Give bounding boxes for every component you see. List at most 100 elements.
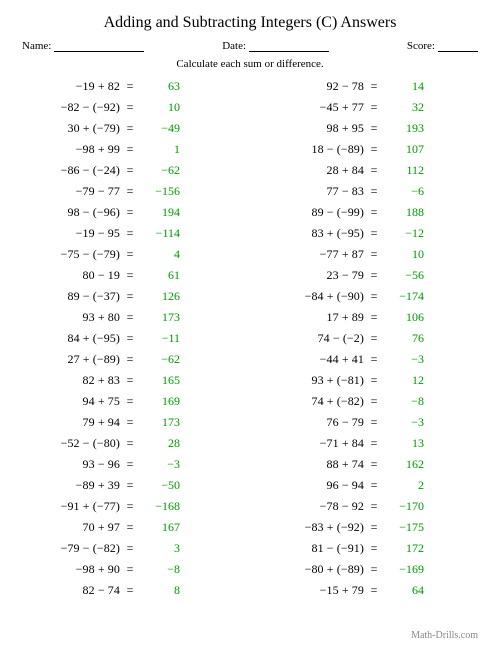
answer: 28 <box>140 436 180 451</box>
expression: −75 − (−79) <box>22 247 120 262</box>
problem-row: 18 − (−89)=107 <box>266 139 478 160</box>
answer: 167 <box>140 520 180 535</box>
equals-sign: = <box>364 226 384 241</box>
answer: 13 <box>384 436 424 451</box>
equals-sign: = <box>120 541 140 556</box>
page-title: Adding and Subtracting Integers (C) Answ… <box>22 14 478 32</box>
problem-row: 82 − 74=8 <box>22 580 234 601</box>
answer: 63 <box>140 79 180 94</box>
instruction: Calculate each sum or difference. <box>22 58 478 70</box>
equals-sign: = <box>364 520 384 535</box>
expression: −98 + 99 <box>22 142 120 157</box>
problem-row: 79 + 94=173 <box>22 412 234 433</box>
problem-row: 96 − 94=2 <box>266 475 478 496</box>
answer: 172 <box>384 541 424 556</box>
problem-row: 77 − 83=−6 <box>266 181 478 202</box>
expression: 79 + 94 <box>22 415 120 430</box>
problem-row: −45 + 77=32 <box>266 97 478 118</box>
expression: −83 + (−92) <box>266 520 364 535</box>
equals-sign: = <box>120 415 140 430</box>
problem-row: −84 + (−90)=−174 <box>266 286 478 307</box>
answer: 169 <box>140 394 180 409</box>
problem-row: −15 + 79=64 <box>266 580 478 601</box>
left-column: −19 + 82=63−82 − (−92)=1030 + (−79)=−49−… <box>22 76 234 601</box>
expression: 94 + 75 <box>22 394 120 409</box>
problem-row: 93 + (−81)=12 <box>266 370 478 391</box>
equals-sign: = <box>120 457 140 472</box>
score-blank <box>438 40 478 52</box>
answer: −50 <box>140 478 180 493</box>
equals-sign: = <box>120 436 140 451</box>
expression: −82 − (−92) <box>22 100 120 115</box>
expression: −78 − 92 <box>266 499 364 514</box>
equals-sign: = <box>364 289 384 304</box>
problem-row: 89 − (−37)=126 <box>22 286 234 307</box>
equals-sign: = <box>364 415 384 430</box>
expression: −84 + (−90) <box>266 289 364 304</box>
expression: −89 + 39 <box>22 478 120 493</box>
answer: 1 <box>140 142 180 157</box>
answer: 12 <box>384 373 424 388</box>
equals-sign: = <box>364 583 384 598</box>
expression: 98 + 95 <box>266 121 364 136</box>
problem-row: 82 + 83=165 <box>22 370 234 391</box>
answer: −56 <box>384 268 424 283</box>
equals-sign: = <box>120 499 140 514</box>
answer: 106 <box>384 310 424 325</box>
problem-row: 98 − (−96)=194 <box>22 202 234 223</box>
equals-sign: = <box>364 352 384 367</box>
score-field: Score: <box>407 40 478 52</box>
expression: −19 − 95 <box>22 226 120 241</box>
equals-sign: = <box>364 499 384 514</box>
expression: −86 − (−24) <box>22 163 120 178</box>
problem-row: −83 + (−92)=−175 <box>266 517 478 538</box>
problem-row: 27 + (−89)=−62 <box>22 349 234 370</box>
answer: −49 <box>140 121 180 136</box>
name-label: Name: <box>22 40 51 52</box>
answer: −8 <box>384 394 424 409</box>
expression: 98 − (−96) <box>22 205 120 220</box>
answer: 173 <box>140 415 180 430</box>
answer: 2 <box>384 478 424 493</box>
equals-sign: = <box>364 121 384 136</box>
answer: 3 <box>140 541 180 556</box>
expression: 17 + 89 <box>266 310 364 325</box>
answer: −62 <box>140 352 180 367</box>
answer: −8 <box>140 562 180 577</box>
answer: 76 <box>384 331 424 346</box>
expression: 83 + (−95) <box>266 226 364 241</box>
answer: 14 <box>384 79 424 94</box>
problem-row: 74 − (−2)=76 <box>266 328 478 349</box>
problem-row: 84 + (−95)=−11 <box>22 328 234 349</box>
equals-sign: = <box>364 436 384 451</box>
expression: 84 + (−95) <box>22 331 120 346</box>
problem-row: 81 − (−91)=172 <box>266 538 478 559</box>
equals-sign: = <box>120 79 140 94</box>
answer: 64 <box>384 583 424 598</box>
problem-row: 74 + (−82)=−8 <box>266 391 478 412</box>
answer: 8 <box>140 583 180 598</box>
problem-row: −78 − 92=−170 <box>266 496 478 517</box>
problem-row: −82 − (−92)=10 <box>22 97 234 118</box>
expression: 70 + 97 <box>22 520 120 535</box>
equals-sign: = <box>364 163 384 178</box>
equals-sign: = <box>364 79 384 94</box>
equals-sign: = <box>120 478 140 493</box>
equals-sign: = <box>364 142 384 157</box>
expression: 18 − (−89) <box>266 142 364 157</box>
equals-sign: = <box>364 541 384 556</box>
problem-row: 94 + 75=169 <box>22 391 234 412</box>
problem-row: −44 + 41=−3 <box>266 349 478 370</box>
problem-columns: −19 + 82=63−82 − (−92)=1030 + (−79)=−49−… <box>22 76 478 601</box>
answer: −114 <box>140 226 180 241</box>
equals-sign: = <box>364 562 384 577</box>
expression: 23 − 79 <box>266 268 364 283</box>
answer: −170 <box>384 499 424 514</box>
answer: 162 <box>384 457 424 472</box>
expression: −15 + 79 <box>266 583 364 598</box>
equals-sign: = <box>364 268 384 283</box>
score-label: Score: <box>407 40 435 52</box>
problem-row: 28 + 84=112 <box>266 160 478 181</box>
expression: 74 − (−2) <box>266 331 364 346</box>
problem-row: 80 − 19=61 <box>22 265 234 286</box>
